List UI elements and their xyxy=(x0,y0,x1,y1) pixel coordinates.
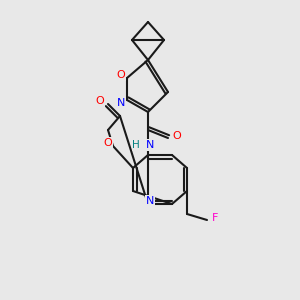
Text: O: O xyxy=(172,131,182,141)
Text: O: O xyxy=(117,70,125,80)
Text: F: F xyxy=(212,213,218,223)
Text: O: O xyxy=(96,96,104,106)
Text: H: H xyxy=(132,140,140,150)
Text: N: N xyxy=(146,140,154,150)
Text: O: O xyxy=(103,138,112,148)
Text: N: N xyxy=(117,98,125,108)
Text: N: N xyxy=(146,196,154,206)
